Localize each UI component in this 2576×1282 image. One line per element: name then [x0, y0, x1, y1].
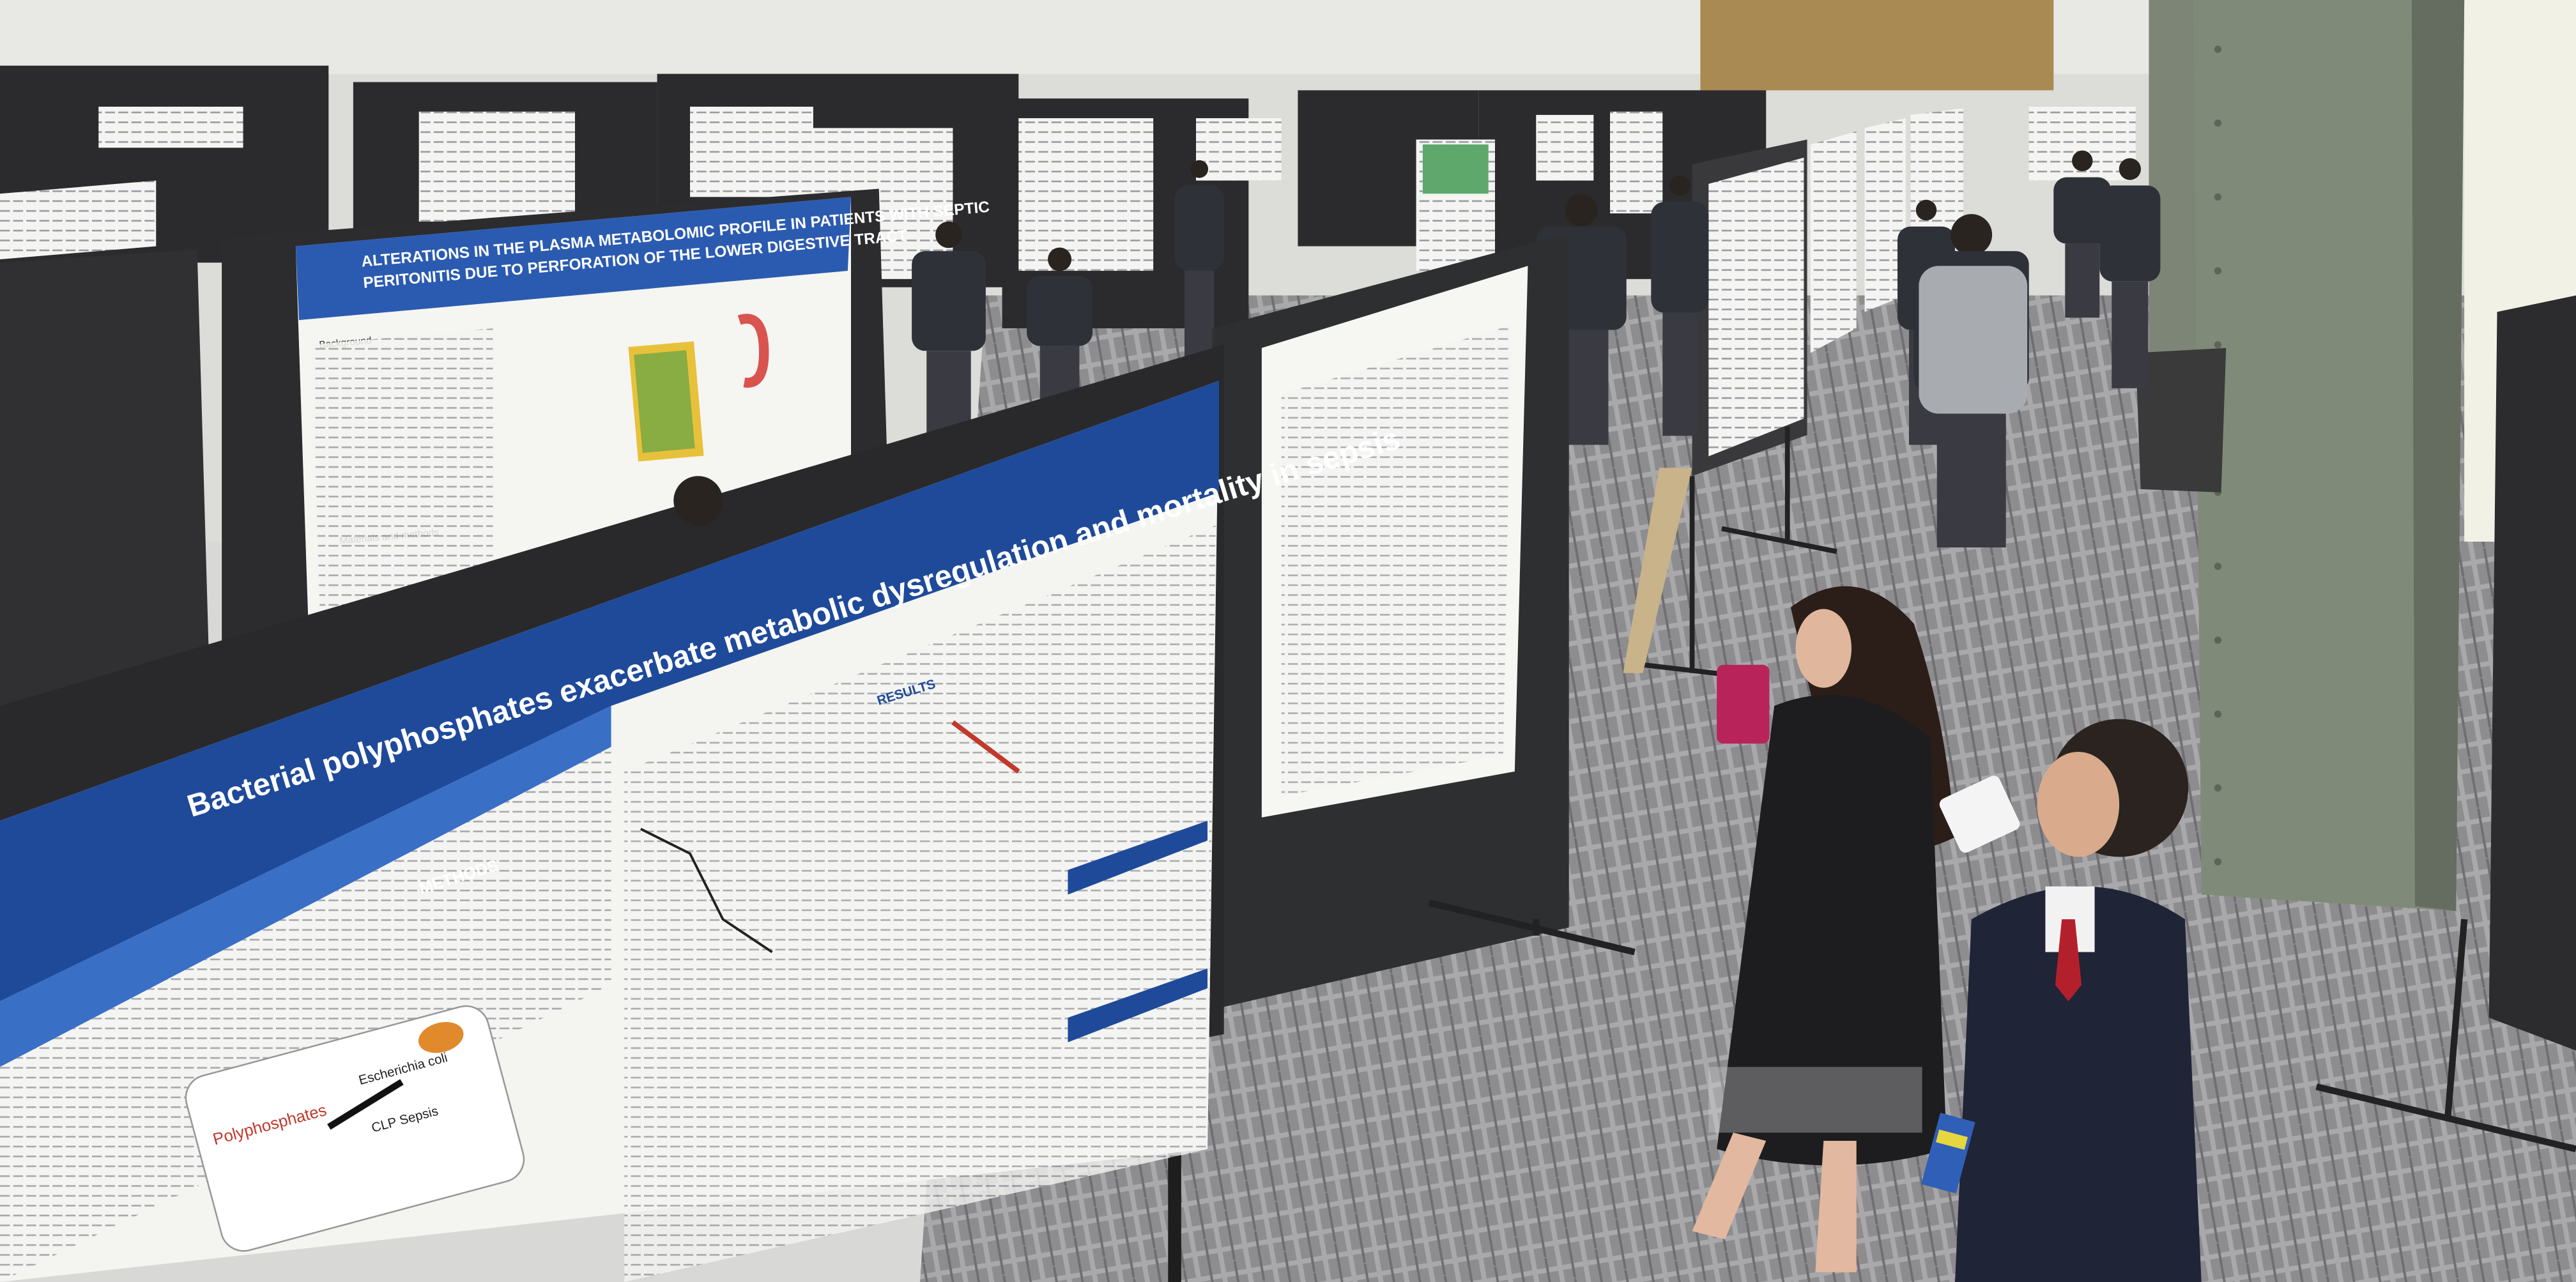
rivet [2214, 119, 2222, 127]
badge-strip [1936, 1129, 1968, 1150]
rivet [2214, 784, 2222, 792]
person-body [1919, 266, 2028, 414]
poster-section-bar [1068, 820, 1208, 895]
person-head [2119, 158, 2141, 180]
poster [1196, 118, 1282, 181]
person-head [2072, 150, 2093, 172]
side-table [2135, 347, 2227, 492]
poster-text [0, 747, 611, 1282]
poster [1810, 131, 1857, 353]
poster [690, 107, 813, 197]
rivet [2214, 45, 2222, 53]
rivet [2214, 267, 2222, 275]
poster [1910, 108, 1963, 263]
person-legs [1662, 312, 1698, 436]
person-body [1027, 275, 1092, 346]
back-wall-art [1700, 0, 2054, 91]
rivet [2214, 193, 2222, 201]
person-head [1915, 199, 1937, 221]
poster [1610, 111, 1663, 214]
poster-board [0, 249, 211, 722]
person-legs [2112, 281, 2149, 388]
person-head [1048, 247, 1072, 271]
rivet [2214, 710, 2222, 718]
person-body [1651, 202, 1709, 313]
rivet [2214, 562, 2222, 570]
column [2193, 0, 2465, 912]
chart-line [951, 720, 1020, 774]
column-shadow [2411, 0, 2465, 912]
arrow [327, 1079, 404, 1130]
poster [0, 180, 157, 260]
poster [1018, 118, 1154, 271]
person-legs [1936, 391, 2006, 548]
poster-header [0, 381, 1219, 1002]
poster-text [312, 328, 493, 632]
board-foot [1428, 899, 1636, 956]
person-body [1174, 185, 1224, 271]
dress [1717, 694, 1947, 1166]
mouse-icon [418, 1021, 464, 1053]
tie [2055, 919, 2082, 1002]
badge [1921, 1113, 1975, 1194]
person-head [1669, 175, 1690, 196]
face [1795, 609, 1851, 688]
right-board [2488, 295, 2576, 1051]
poster [98, 107, 243, 148]
person-body [2099, 185, 2161, 282]
poster-header-band [0, 706, 611, 1067]
suit [1955, 886, 2202, 1282]
dress-hem [1708, 1067, 1922, 1133]
legs [1692, 1133, 1857, 1272]
board-foot [1721, 526, 1837, 554]
person-head [1190, 160, 1209, 178]
poster [1708, 157, 1804, 457]
board-leg [2444, 919, 2468, 1117]
rivet [2214, 341, 2222, 349]
board-foot [2315, 1083, 2576, 1152]
cup [1717, 664, 1770, 744]
person-head [1951, 214, 1993, 256]
poster-text [624, 525, 1216, 1282]
person-legs [2065, 243, 2100, 318]
poster [418, 111, 575, 222]
person-head [673, 476, 723, 526]
heatmap-cells [634, 350, 695, 454]
organ-icon [737, 314, 769, 388]
person-head [935, 221, 962, 248]
chart-line [640, 828, 773, 954]
poster-text [1281, 324, 1512, 797]
poster-accent [1422, 144, 1489, 194]
cup [1939, 775, 2020, 853]
person-body [2053, 177, 2112, 244]
rivet [2214, 636, 2222, 644]
person-body [912, 251, 986, 351]
face [2037, 751, 2120, 857]
ceiling-band [0, 0, 2576, 74]
easel [1623, 468, 1692, 673]
poster-header [295, 197, 851, 321]
rivet [2214, 858, 2222, 866]
poster-section-bar [1068, 968, 1208, 1042]
poster [1536, 114, 1594, 181]
person-head [1565, 194, 1598, 227]
figure-box [185, 1005, 525, 1252]
poster [1864, 118, 1906, 312]
